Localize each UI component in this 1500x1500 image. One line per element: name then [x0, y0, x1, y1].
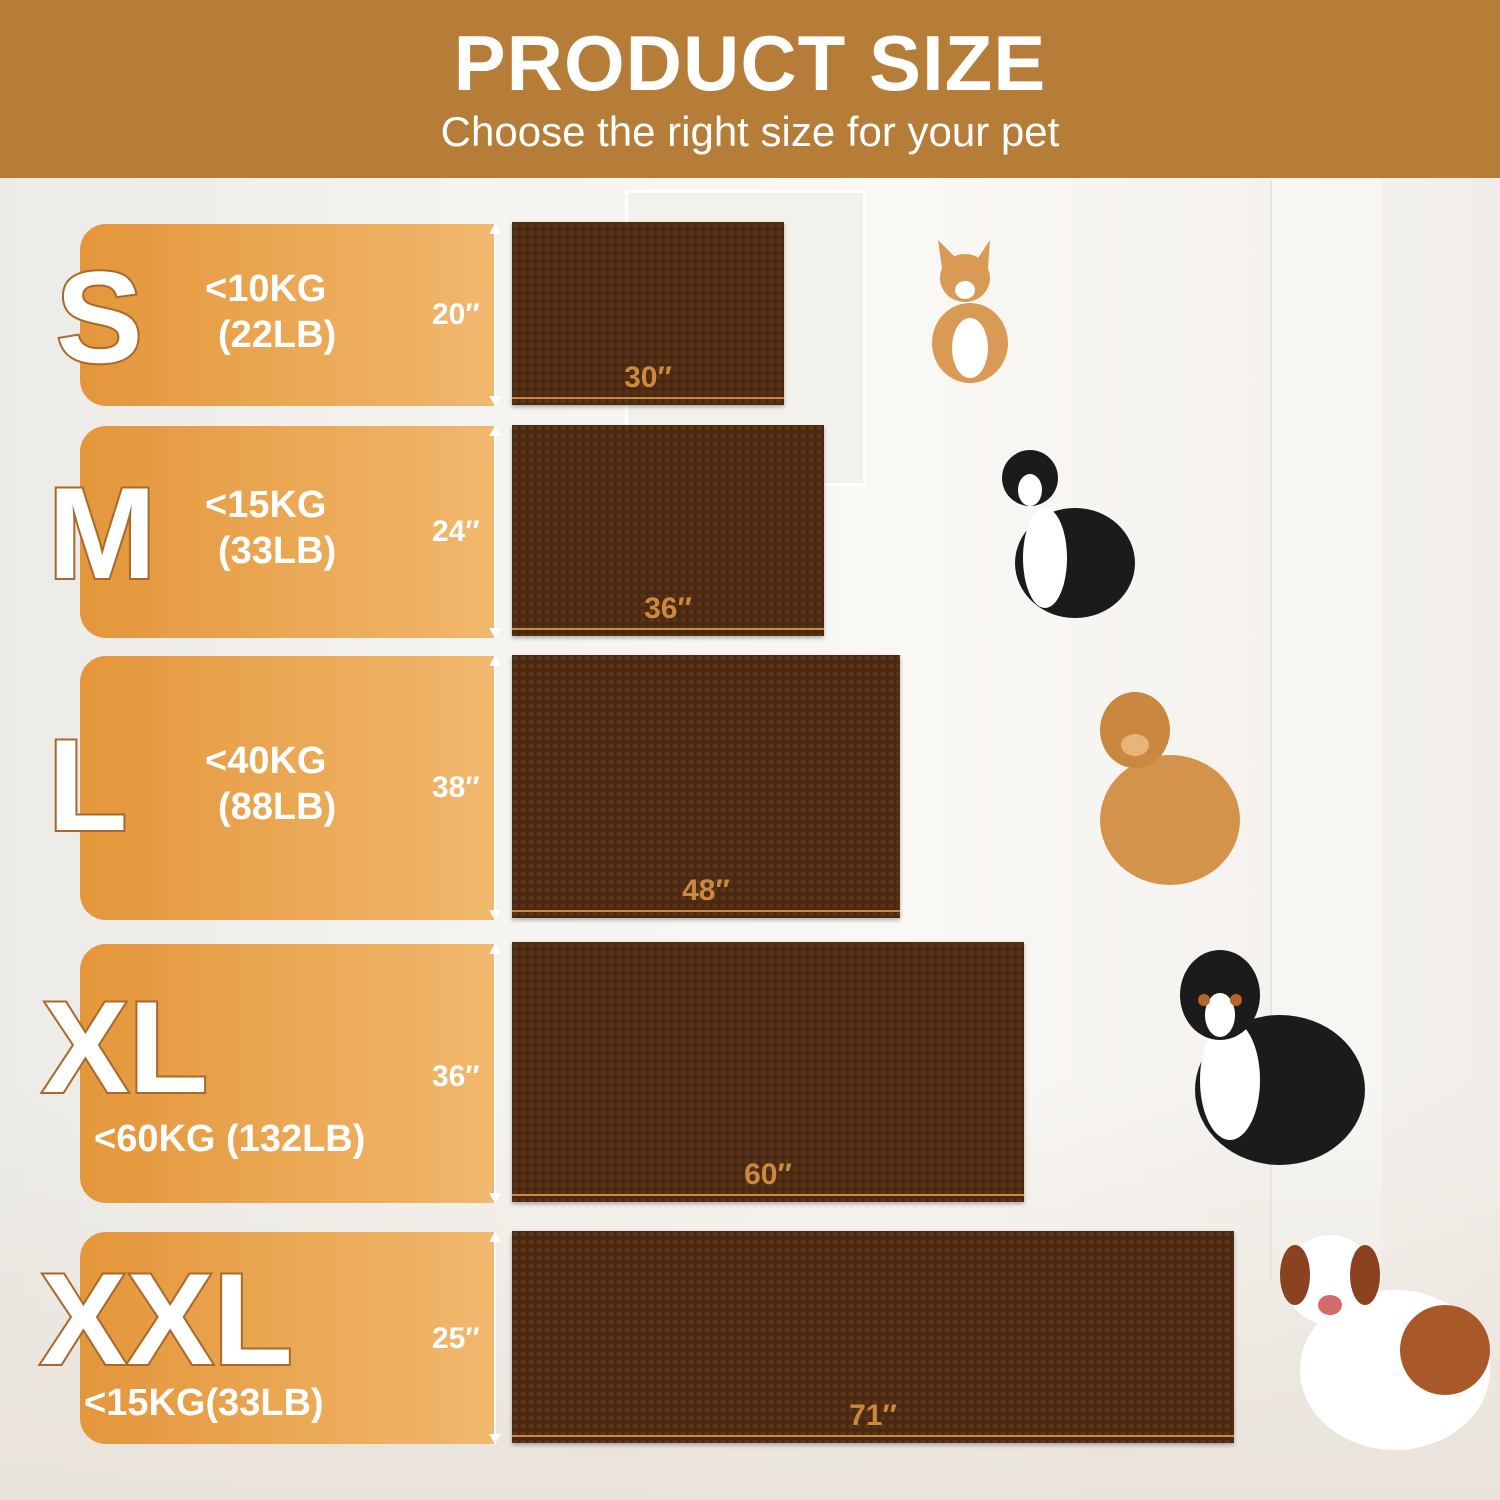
- size-letter: XL: [40, 974, 210, 1120]
- weight-lb: (22LB): [218, 314, 337, 356]
- width-arrow: [512, 397, 784, 399]
- weight-lb: (33LB): [218, 530, 337, 572]
- mat-xl: 60″: [512, 942, 1024, 1202]
- weight-lb: (88LB): [218, 786, 337, 828]
- width-label: 30″: [624, 361, 672, 394]
- size-panel-xxl: XXL <15KG(33LB): [38, 1232, 495, 1444]
- weight-kg: <15KG: [205, 484, 327, 526]
- size-panel-xl: XL <60KG (132LB): [40, 944, 495, 1203]
- height-label: 25″: [432, 1322, 480, 1355]
- border-collie-icon: [1002, 450, 1135, 618]
- width-label: 60″: [744, 1158, 792, 1191]
- width-arrow: [512, 628, 824, 630]
- mat-s: 30″: [512, 222, 784, 405]
- bernese-mountain-dog-icon: [1180, 950, 1365, 1165]
- size-letter: XXL: [38, 1246, 295, 1392]
- golden-retriever-icon: [1100, 692, 1240, 885]
- height-label: 20″: [432, 298, 480, 331]
- width-label: 36″: [644, 592, 692, 625]
- size-letter: L: [46, 712, 129, 858]
- width-arrow: [512, 1435, 1234, 1437]
- size-letter: S: [54, 244, 145, 390]
- corgi-icon: [932, 240, 1008, 383]
- size-panel-m: M <15KG (33LB): [46, 426, 495, 638]
- width-label: 48″: [682, 874, 730, 907]
- saint-bernard-icon: [1280, 1235, 1490, 1450]
- mat-m: 36″: [512, 425, 824, 636]
- mat-xxl: 71″: [512, 1231, 1234, 1443]
- weight-kg: <10KG: [205, 268, 327, 310]
- height-arrow: [489, 944, 501, 1203]
- size-panel-l: L <40KG (88LB): [46, 656, 495, 920]
- weight: <60KG (132LB): [94, 1118, 366, 1160]
- width-arrow: [512, 910, 900, 912]
- height-arrow: [489, 426, 501, 638]
- height-label: 36″: [432, 1060, 480, 1093]
- size-panel-s: S <10KG (22LB): [54, 224, 495, 406]
- width-label: 71″: [849, 1399, 897, 1432]
- width-arrow: [512, 1194, 1024, 1196]
- weight: <15KG(33LB): [84, 1382, 324, 1424]
- weight-kg: <40KG: [205, 740, 327, 782]
- height-label: 38″: [432, 771, 480, 804]
- height-label: 24″: [432, 515, 480, 548]
- header-banner: PRODUCT SIZE Choose the right size for y…: [0, 0, 1500, 178]
- page-subtitle: Choose the right size for your pet: [440, 108, 1060, 155]
- page-title: PRODUCT SIZE: [453, 19, 1047, 107]
- height-arrow: [489, 1232, 501, 1444]
- height-arrow: [489, 656, 501, 920]
- mat-l: 48″: [512, 655, 900, 918]
- height-arrow: [489, 224, 501, 406]
- size-letter: M: [46, 460, 158, 606]
